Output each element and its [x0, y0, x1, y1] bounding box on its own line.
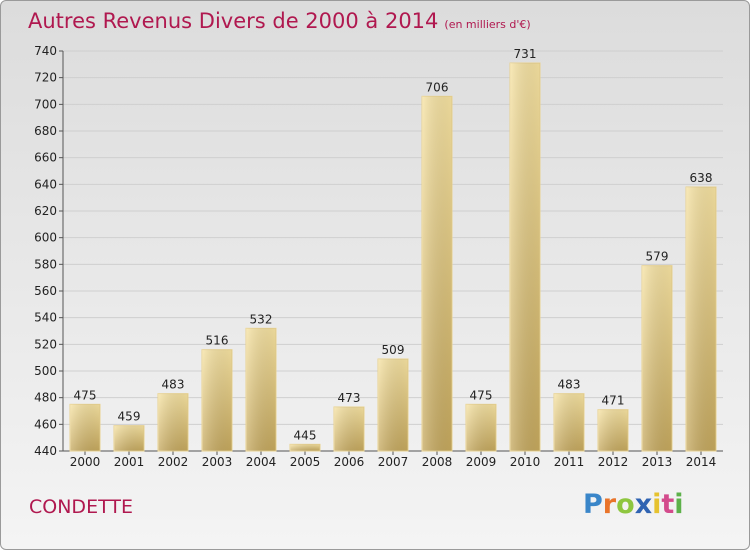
x-tick-label: 2010	[510, 455, 541, 469]
chart-title-text: Autres Revenus Divers de 2000 à 2014	[28, 9, 439, 33]
bar-shade-2011	[554, 393, 584, 451]
y-tick-label: 600	[34, 231, 57, 245]
data-label-2000: 475	[74, 388, 97, 402]
x-tick-label: 2011	[554, 455, 585, 469]
data-label-2003: 516	[206, 334, 229, 348]
x-tick-label: 2000	[70, 455, 101, 469]
y-tick-label: 540	[34, 311, 57, 325]
bar-shade-2012	[598, 409, 628, 451]
y-tick-label: 740	[34, 44, 57, 58]
x-tick-label: 2002	[158, 455, 189, 469]
x-tick-label: 2014	[686, 455, 717, 469]
y-tick-label: 440	[34, 444, 57, 458]
bar-shade-2010	[510, 63, 540, 451]
y-tick-label: 580	[34, 257, 57, 271]
y-tick-label: 660	[34, 151, 57, 165]
y-tick-label: 520	[34, 337, 57, 351]
bar-shade-2005	[290, 444, 320, 451]
data-label-2010: 731	[514, 47, 537, 61]
axes: 440 460 480 500 520 540 560 580 600 620 640 660 680 7…	[34, 44, 723, 469]
place-name: CONDETTE	[29, 496, 133, 518]
data-label-2007: 509	[382, 343, 405, 357]
y-tick-label: 700	[34, 97, 57, 111]
x-tick-label: 2003	[202, 455, 233, 469]
x-tick-label: 2006	[334, 455, 365, 469]
data-label-2011: 483	[558, 378, 581, 392]
bar-shade-2006	[334, 407, 364, 451]
y-tick-label: 680	[34, 124, 57, 138]
data-labels: 475 459 483 516 532 445 473 509 706 475 731 483 471 5…	[74, 47, 713, 442]
chart-title: Autres Revenus Divers de 2000 à 2014 (en …	[28, 9, 531, 33]
data-label-2006: 473	[338, 391, 361, 405]
y-tick-label: 500	[34, 364, 57, 378]
y-tick-label: 640	[34, 177, 57, 191]
data-label-2005: 445	[294, 428, 317, 442]
bar-shade-2000	[70, 404, 100, 451]
x-tick-label: 2007	[378, 455, 409, 469]
data-label-2001: 459	[118, 410, 141, 424]
data-label-2009: 475	[470, 388, 493, 402]
bar-shade-2001	[114, 425, 144, 451]
x-tick-label: 2012	[598, 455, 629, 469]
x-tick-label: 2004	[246, 455, 277, 469]
data-label-2014: 638	[690, 171, 713, 185]
x-tick-label: 2009	[466, 455, 497, 469]
y-tick-label: 460	[34, 417, 57, 431]
bar-shade-2002	[158, 393, 188, 451]
y-tick-label: 620	[34, 204, 57, 218]
bars	[69, 62, 717, 452]
data-label-2008: 706	[426, 80, 449, 94]
bar-shade-2004	[246, 328, 276, 451]
y-tick-label: 480	[34, 391, 57, 405]
data-label-2004: 532	[250, 312, 273, 326]
data-label-2012: 471	[602, 394, 625, 408]
chart-unit-note: (en milliers d'€)	[444, 18, 531, 31]
x-tick-label: 2013	[642, 455, 673, 469]
bar-shade-2013	[642, 265, 672, 451]
x-tick-label: 2008	[422, 455, 453, 469]
proxiti-logo[interactable]: Proxiti	[583, 489, 684, 520]
bar-shade-2003	[202, 349, 232, 451]
data-label-2013: 579	[646, 250, 669, 264]
y-tick-label: 720	[34, 71, 57, 85]
bar-shade-2008	[422, 96, 452, 451]
x-tick-label: 2001	[114, 455, 145, 469]
data-label-2002: 483	[162, 378, 185, 392]
y-tick-label: 560	[34, 284, 57, 298]
bar-shade-2007	[378, 359, 408, 451]
x-tick-label: 2005	[290, 455, 321, 469]
bar-shade-2009	[466, 404, 496, 451]
bar-shade-2014	[686, 187, 716, 451]
